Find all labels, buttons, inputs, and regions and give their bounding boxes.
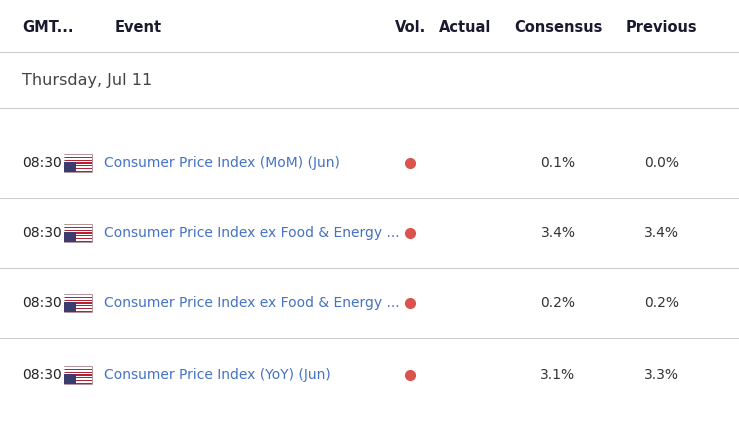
Bar <box>64 373 92 374</box>
Text: 3.4%: 3.4% <box>540 226 576 240</box>
Bar <box>64 366 92 384</box>
Bar <box>64 166 92 168</box>
Bar <box>64 376 92 377</box>
Text: 08:30: 08:30 <box>22 226 62 240</box>
Text: 08:30: 08:30 <box>22 296 62 310</box>
Bar <box>64 239 92 241</box>
Text: Consumer Price Index (MoM) (Jun): Consumer Price Index (MoM) (Jun) <box>104 156 340 170</box>
Text: Event: Event <box>115 20 162 36</box>
Text: Actual: Actual <box>440 20 491 36</box>
Bar <box>64 154 92 172</box>
Bar <box>64 226 92 227</box>
Bar <box>64 237 92 238</box>
Bar <box>64 228 92 230</box>
Text: 0.1%: 0.1% <box>540 156 576 170</box>
Bar <box>64 224 92 242</box>
Bar <box>64 231 92 232</box>
Text: 08:30: 08:30 <box>22 368 62 382</box>
Bar <box>64 301 92 302</box>
Text: 3.4%: 3.4% <box>644 226 679 240</box>
Bar <box>64 155 92 157</box>
Bar <box>64 378 92 380</box>
Bar <box>64 381 92 383</box>
Text: 0.2%: 0.2% <box>540 296 576 310</box>
Bar <box>64 374 76 384</box>
Text: Consensus: Consensus <box>514 20 602 36</box>
Text: Consumer Price Index (YoY) (Jun): Consumer Price Index (YoY) (Jun) <box>104 368 331 382</box>
Text: Consumer Price Index ex Food & Energy ...: Consumer Price Index ex Food & Energy ..… <box>104 226 400 240</box>
Bar <box>64 302 76 312</box>
Text: GMT...: GMT... <box>22 20 74 36</box>
Text: 3.3%: 3.3% <box>644 368 679 382</box>
Bar <box>64 164 92 165</box>
Text: 0.0%: 0.0% <box>644 156 679 170</box>
Text: Previous: Previous <box>626 20 697 36</box>
Bar <box>64 158 92 159</box>
Text: Consumer Price Index ex Food & Energy ...: Consumer Price Index ex Food & Energy ..… <box>104 296 400 310</box>
Text: 08:30: 08:30 <box>22 156 62 170</box>
Bar <box>64 309 92 311</box>
Bar <box>64 161 92 163</box>
Bar <box>64 295 92 297</box>
Bar <box>64 163 76 172</box>
Bar <box>64 306 92 308</box>
Text: Thursday, Jul 11: Thursday, Jul 11 <box>22 72 152 87</box>
Bar <box>64 234 92 235</box>
Bar <box>64 232 76 242</box>
Text: Vol.: Vol. <box>395 20 426 36</box>
Bar <box>64 294 92 312</box>
Text: 3.1%: 3.1% <box>540 368 576 382</box>
Bar <box>64 367 92 369</box>
Text: 0.2%: 0.2% <box>644 296 679 310</box>
Bar <box>64 370 92 372</box>
Bar <box>64 298 92 300</box>
Bar <box>64 169 92 170</box>
Bar <box>64 304 92 305</box>
